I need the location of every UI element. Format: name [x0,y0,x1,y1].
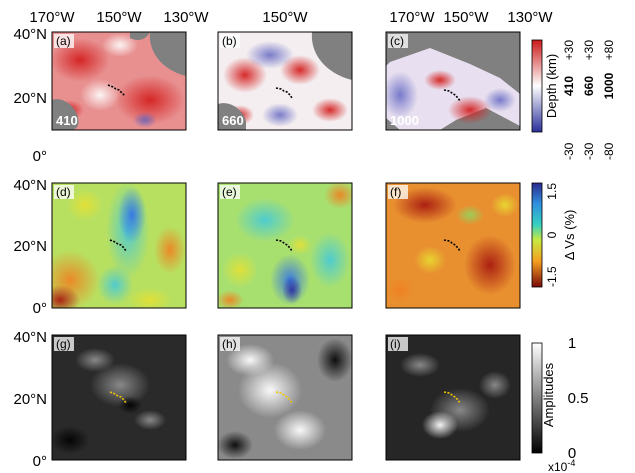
lat-label: 0° [33,453,47,470]
panel-b-depth-660: (b) 660 [217,31,353,131]
land-mask [52,99,79,130]
data-region [386,48,520,130]
depth-label: 410 [56,113,78,128]
depth-label: 1000 [390,113,419,128]
hotspot-chain [275,391,293,404]
lon-label: 170°W [389,9,435,26]
panel-label: (e) [222,185,237,199]
panel-label: (f) [390,185,401,199]
colorbar-gradient [531,39,543,133]
hotspot-chain [443,391,461,404]
panel-label: (b) [222,34,237,48]
panel-frame [385,31,521,131]
land-mask [218,103,246,130]
lon-label: 150°W [96,9,142,26]
depth-label: 660 [222,113,244,128]
colorbar-tick: 1.5 [545,183,559,200]
colorbar-tick: -80 [602,142,616,160]
panel-i-amplitude: (i) [385,334,521,461]
colorbar-gradient [531,182,543,288]
panel-f-vs: (f) [385,182,521,309]
lat-label: 20°N [13,90,47,107]
colorbar-depth: Depth (km) +30 410 -30 +30 660 -30 +80 1… [531,39,616,160]
lon-label: 150°W [443,9,489,26]
panel-g-amplitude: (g) [51,334,187,461]
colorbar-tick: 1 [568,335,576,352]
colorbar-tick: +80 [602,40,616,61]
panel-frame [385,182,521,309]
colorbar-title: Δ Vs (%) [562,210,577,261]
lat-label: 20°N [13,238,47,255]
panel-d-vs: (d) [51,182,187,309]
hotspot-chain [443,239,461,252]
land-mask [311,32,352,80]
panel-label: (g) [56,337,71,351]
panel-h-amplitude: (h) [217,334,353,461]
colorbar-column-name: 1000 [602,72,616,99]
colorbar-tick: +30 [562,40,576,61]
panel-frame [51,31,187,131]
colorbar-tick: -30 [582,142,596,160]
colorbar-exponent: x10-4 [548,458,575,473]
lon-label: 170°W [29,9,75,26]
colorbar-tick: 0.5 [568,390,589,407]
panel-e-vs: (e) [217,182,353,309]
colorbar-title: Depth (km) [544,54,559,118]
panel-frame [217,31,353,131]
lon-label: 150°W [262,9,308,26]
lon-label: 130°W [507,9,553,26]
lat-label: 0° [33,300,47,317]
colorbar-tick: -30 [562,142,576,160]
panel-c-depth-1000: (c) 1000 [385,31,521,131]
colorbar-tick: +30 [582,40,596,61]
lat-label: 40°N [13,26,47,43]
hotspot-chain [109,391,127,404]
panel-frame [51,334,187,461]
panel-frame [385,334,521,461]
colorbar-amplitude: Amplitudes 1 0.5 0 x10-4 [531,335,589,473]
panel-frame [217,182,353,309]
panel-label: (d) [56,185,71,199]
panel-label: (c) [390,34,404,48]
colorbar-tick: -1.5 [545,266,559,287]
lat-label: 20°N [13,391,47,408]
panel-label: (a) [56,34,71,48]
panel-label: (i) [390,337,401,351]
panel-a-depth-410: (a) 410 [51,31,187,131]
colorbar-column-name: 660 [582,76,596,96]
hotspot-chain [107,84,126,97]
colorbar-title: Amplitudes [541,362,556,427]
colorbar-tick: 0 [545,231,559,238]
panel-label: (h) [222,337,237,351]
lon-label: 130°W [163,9,209,26]
panel-frame [51,182,187,309]
colorbar-vs: Δ Vs (%) 1.5 0 -1.5 [531,182,577,288]
colorbar-column-name: 410 [562,76,576,96]
latitude-labels: 40°N 20°N 0° 40°N 20°N 0° 40°N 20°N 0° [13,26,47,470]
land-mask [149,32,186,76]
colorbar-gradient [531,342,543,454]
lat-label: 40°N [13,177,47,194]
lat-label: 0° [33,148,47,165]
hotspot-chain [275,239,293,252]
lat-label: 40°N [13,329,47,346]
top-longitude-labels: 170°W 150°W 130°W 150°W 170°W 150°W 130°… [29,9,553,26]
panel-frame [217,334,353,461]
hotspot-chain [275,87,293,99]
hotspot-chain [443,89,461,102]
hotspot-chain [109,239,127,252]
colorbar-tick: 0 [568,445,576,462]
